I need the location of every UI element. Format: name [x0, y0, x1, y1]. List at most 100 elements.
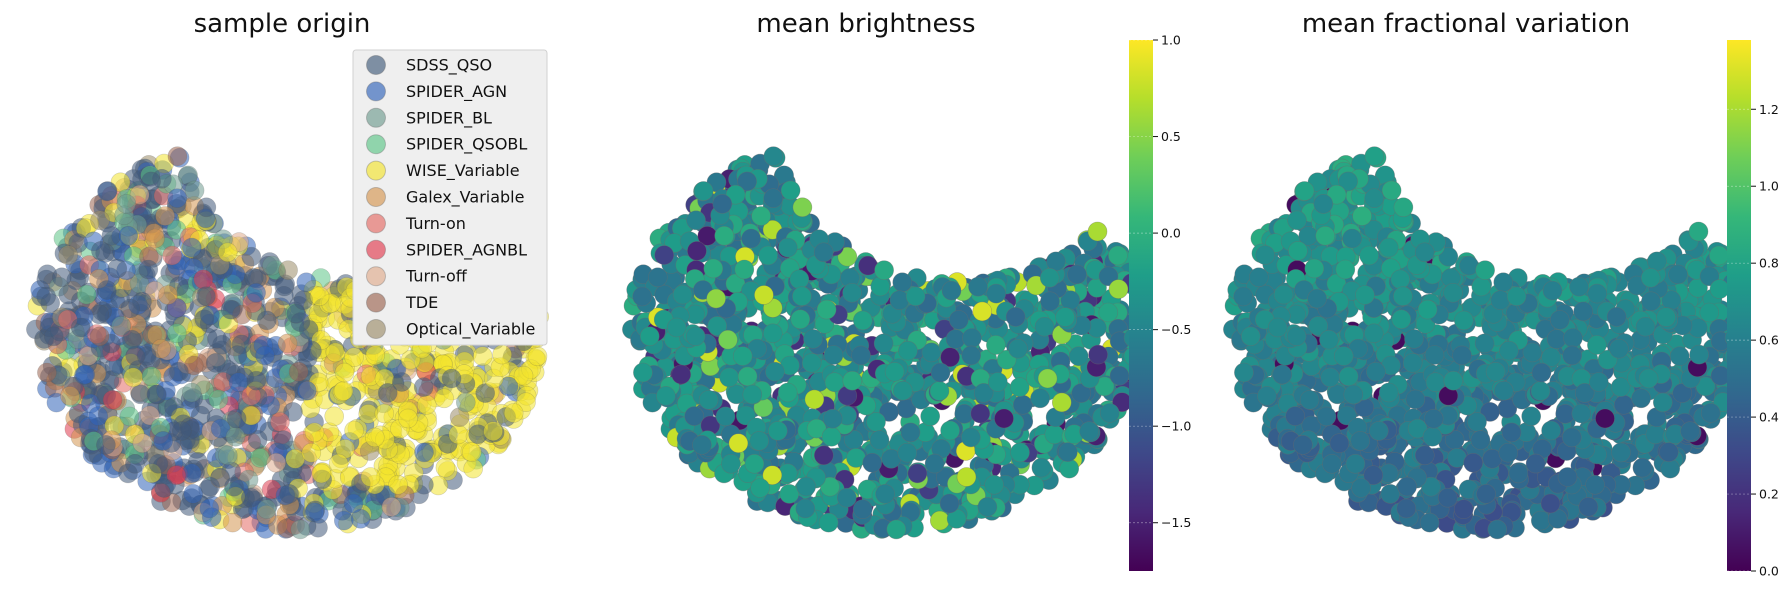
scatter-point — [721, 453, 741, 474]
scatter-point — [217, 242, 238, 263]
scatter-point — [158, 285, 178, 305]
scatter-point — [1359, 245, 1379, 266]
scatter-point — [719, 367, 740, 388]
scatter-point — [1380, 484, 1401, 504]
scatter-point — [196, 286, 216, 307]
scatter-point — [448, 424, 469, 445]
scatter-point — [90, 210, 110, 231]
scatter-point — [1293, 435, 1313, 455]
scatter-point — [1234, 362, 1254, 383]
scatter-point — [365, 345, 386, 366]
scatter-point — [1499, 340, 1519, 361]
scatter-point — [1287, 210, 1307, 231]
scatter-point — [1322, 453, 1342, 474]
scatter-point — [1521, 406, 1541, 427]
legend-marker — [366, 187, 386, 207]
scatter-point — [1008, 338, 1028, 359]
scatter-point — [70, 317, 91, 338]
scatter-point — [1587, 283, 1607, 304]
scatter-point — [1487, 519, 1508, 540]
scatter-point — [1476, 484, 1496, 504]
scatter-point — [870, 276, 891, 297]
scatter-point — [1585, 474, 1605, 495]
scatter-point — [1419, 512, 1440, 533]
scatter-point — [277, 333, 298, 354]
scatter-point — [279, 484, 299, 504]
scatter-point — [1668, 264, 1688, 285]
legend-label: Turn-on — [405, 214, 466, 233]
scatter-point — [1294, 181, 1315, 201]
scatter-point — [503, 403, 524, 423]
scatter-point — [1273, 284, 1294, 305]
scatter-point — [994, 408, 1014, 429]
scatter-point — [43, 326, 64, 347]
scatter-point — [1366, 361, 1386, 382]
scatter-point — [374, 403, 395, 424]
scatter-point — [801, 353, 822, 373]
legend-marker — [366, 55, 386, 75]
colorbar-tick-label: 1.2 — [1759, 102, 1779, 117]
scatter-point — [91, 241, 111, 261]
chart-title-mean-brightness: mean brightness — [756, 9, 975, 39]
scatter-point — [823, 345, 844, 365]
scatter-point — [75, 364, 95, 385]
scatter-point — [1454, 310, 1474, 331]
scatter-point — [706, 288, 726, 309]
scatter-point — [360, 467, 381, 487]
scatter-point — [905, 286, 926, 307]
scatter-point — [416, 394, 437, 415]
scatter-point — [181, 382, 202, 403]
scatter-point — [1352, 206, 1372, 226]
scatter-point — [1257, 386, 1277, 406]
scatter-point — [968, 276, 988, 297]
scatter-point — [1542, 280, 1563, 301]
scatter-point — [744, 453, 765, 474]
legend-label: SPIDER_QSOBL — [406, 135, 527, 155]
scatter-point — [1397, 476, 1417, 497]
scatter-point — [897, 442, 918, 463]
scatter-point — [1525, 453, 1546, 474]
scatter-point — [169, 361, 189, 382]
scatter-point — [1338, 366, 1359, 387]
scatter-point — [1635, 316, 1656, 337]
scatter-point — [1249, 267, 1269, 288]
scatter-point — [1669, 346, 1690, 367]
scatter-point — [435, 457, 456, 478]
scatter-point — [1307, 288, 1327, 309]
scatter-point — [89, 326, 110, 347]
colorbar-tick-label: −0.5 — [1161, 322, 1191, 337]
scatter-point — [1079, 421, 1099, 442]
scatter-point — [1108, 279, 1129, 299]
scatter-point — [227, 345, 248, 365]
scatter-point — [1052, 392, 1072, 413]
scatter-point — [1402, 353, 1423, 373]
scatter-point — [718, 329, 738, 350]
scatter-point — [199, 498, 220, 519]
scatter-point — [1381, 180, 1402, 201]
colorbar-tick-label: 1.0 — [1161, 33, 1181, 48]
scatter-point — [842, 282, 862, 303]
scatter-point — [1653, 392, 1673, 413]
scatter-point — [51, 267, 72, 288]
scatter-point — [388, 474, 408, 495]
scatter-point — [301, 442, 322, 463]
scatter-point — [155, 206, 175, 226]
scatter-point — [1700, 403, 1721, 423]
scatter-point — [1329, 433, 1350, 454]
scatter-point — [639, 326, 660, 347]
scatter-point — [732, 346, 753, 366]
scatter-point — [804, 389, 825, 410]
scatter-point — [343, 493, 364, 514]
colorbar-tick-label: 0.8 — [1759, 256, 1779, 271]
scatter-point — [208, 389, 229, 410]
scatter-point — [333, 510, 354, 531]
scatter-point — [328, 453, 349, 474]
scatter-point — [1540, 493, 1561, 514]
scatter-point — [218, 445, 238, 466]
scatter-point — [1390, 269, 1411, 290]
scatter-point — [1037, 368, 1058, 389]
scatter-point — [1471, 276, 1492, 297]
scatter-point — [941, 280, 962, 301]
scatter-point — [692, 435, 712, 455]
scatter-point — [1350, 431, 1370, 451]
